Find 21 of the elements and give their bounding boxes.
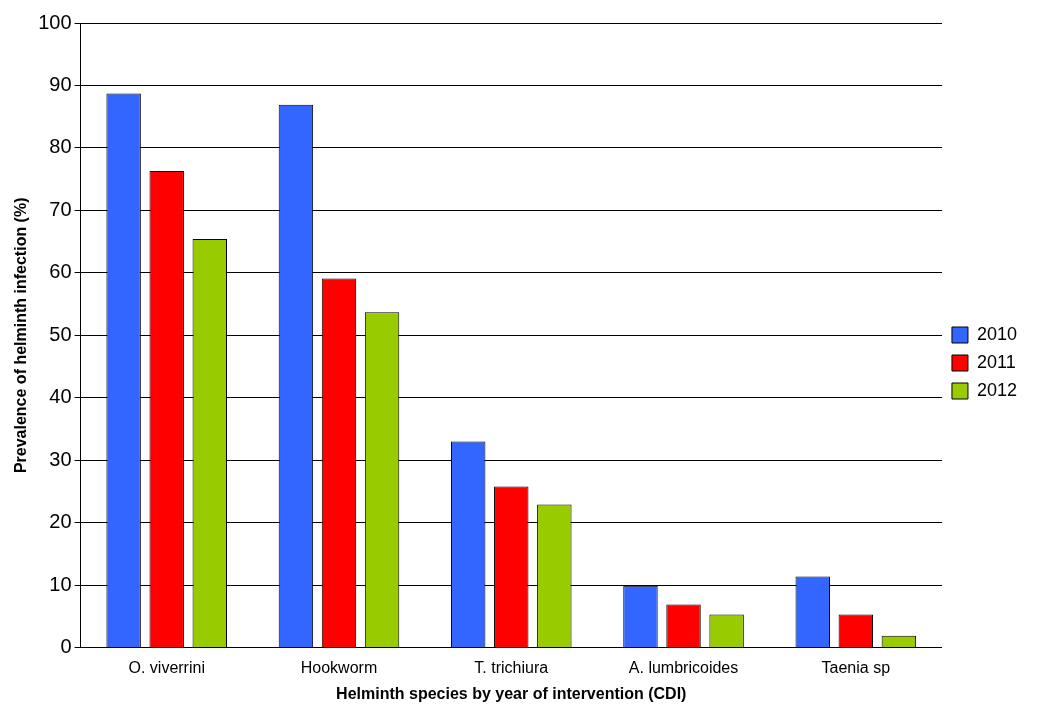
x-tick-label: Taenia sp [821, 658, 891, 676]
y-tick-label: 20 [49, 510, 72, 533]
y-tick-label: 70 [49, 197, 72, 220]
y-tick-label: 60 [49, 260, 72, 283]
y-tick-label: 90 [49, 72, 72, 95]
y-axis-title: Prevalence of helminth infection (%) [12, 197, 30, 474]
y-tick-label: 80 [49, 135, 72, 158]
legend-label: 2012 [976, 379, 1017, 400]
y-tick-label: 40 [49, 385, 72, 408]
x-tick-label: O. viverrini [128, 658, 205, 676]
x-tick-label: Hookworm [300, 658, 378, 676]
legend-label: 2011 [976, 351, 1016, 372]
x-axis-title: Helminth species by year of intervention (CDI) [336, 684, 687, 702]
x-tick-label: T. trichiura [474, 658, 549, 676]
y-tick-label: 50 [49, 322, 72, 345]
y-tick-label: 100 [38, 10, 72, 33]
y-tick-label: 30 [49, 447, 72, 470]
y-tick-label: 0 [60, 635, 72, 658]
x-tick-label: A. lumbricoides [628, 658, 739, 676]
legend-label: 2010 [976, 323, 1017, 344]
y-tick-label: 10 [49, 572, 72, 595]
